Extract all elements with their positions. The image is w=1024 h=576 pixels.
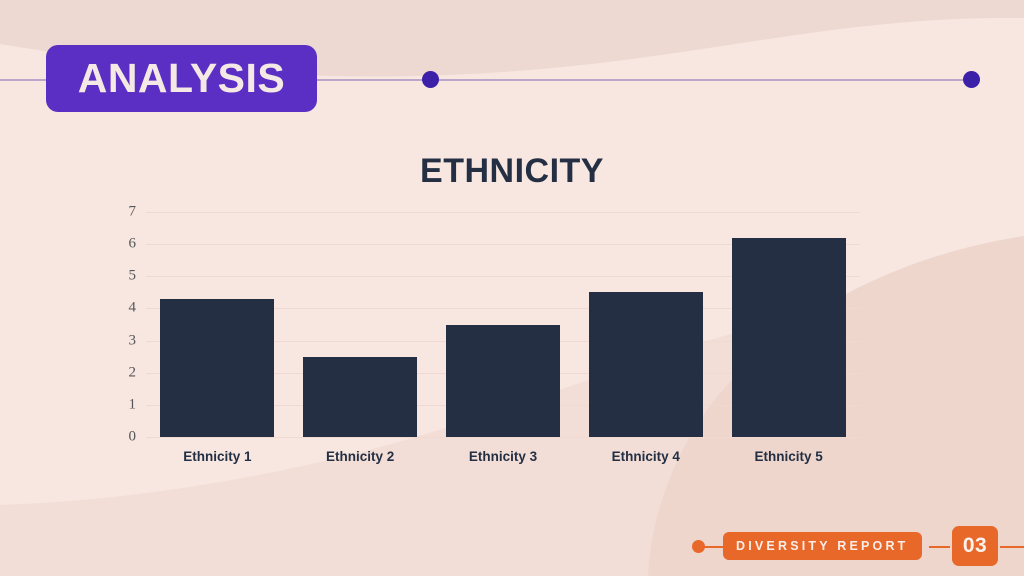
footer-connector-left [703, 546, 725, 548]
footer-label: DIVERSITY REPORT [736, 539, 909, 553]
y-axis-tick-label: 6 [128, 235, 137, 252]
footer-connector-right [1000, 546, 1024, 548]
section-title-badge: ANALYSIS [46, 45, 317, 112]
y-axis-tick-label: 5 [128, 267, 137, 284]
y-axis-tick-label: 0 [128, 428, 137, 445]
header-dot-icon [422, 71, 439, 88]
y-axis-tick-label: 2 [128, 364, 137, 381]
gridline [146, 276, 860, 278]
chart-bar [731, 237, 846, 437]
gridline [146, 212, 860, 213]
page-number-label: 03 [962, 534, 988, 557]
chart-bar [588, 292, 703, 437]
y-axis-tick-label: 3 [128, 332, 137, 349]
chart-bar [303, 356, 418, 437]
x-axis-category-label: Ethnicity 3 [468, 449, 538, 464]
x-axis-category-label: Ethnicity 1 [183, 449, 252, 464]
gridline [146, 308, 860, 310]
chart-plot-area [146, 212, 860, 437]
section-title-label: ANALYSIS [77, 55, 286, 101]
chart-bars [146, 212, 860, 437]
x-axis-category-label: Ethnicity 5 [754, 449, 823, 464]
chart-title: ETHNICITY [420, 152, 604, 190]
chart-bar [446, 324, 560, 437]
bar-chart: 0 1 2 3 4 5 6 7 [118, 204, 866, 445]
footer-dot-icon [692, 540, 705, 553]
y-axis-tick-label: 1 [128, 396, 137, 413]
chart-bar [160, 298, 275, 437]
footer-label-badge: DIVERSITY REPORT [723, 532, 922, 560]
header-rule [0, 79, 980, 81]
footer-connector-mid [929, 546, 950, 548]
y-axis-tick-label: 4 [128, 299, 137, 316]
gridline [146, 437, 860, 438]
page-number-badge: 03 [952, 526, 998, 566]
y-axis-tick-label: 7 [128, 203, 137, 220]
gridline [146, 244, 860, 246]
x-axis-category-label: Ethnicity 2 [326, 449, 395, 464]
header-dot-right-icon [963, 71, 980, 88]
chart-x-axis-labels: Ethnicity 1 Ethnicity 2 Ethnicity 3 Ethnici… [146, 449, 860, 469]
x-axis-category-label: Ethnicity 4 [611, 449, 680, 464]
